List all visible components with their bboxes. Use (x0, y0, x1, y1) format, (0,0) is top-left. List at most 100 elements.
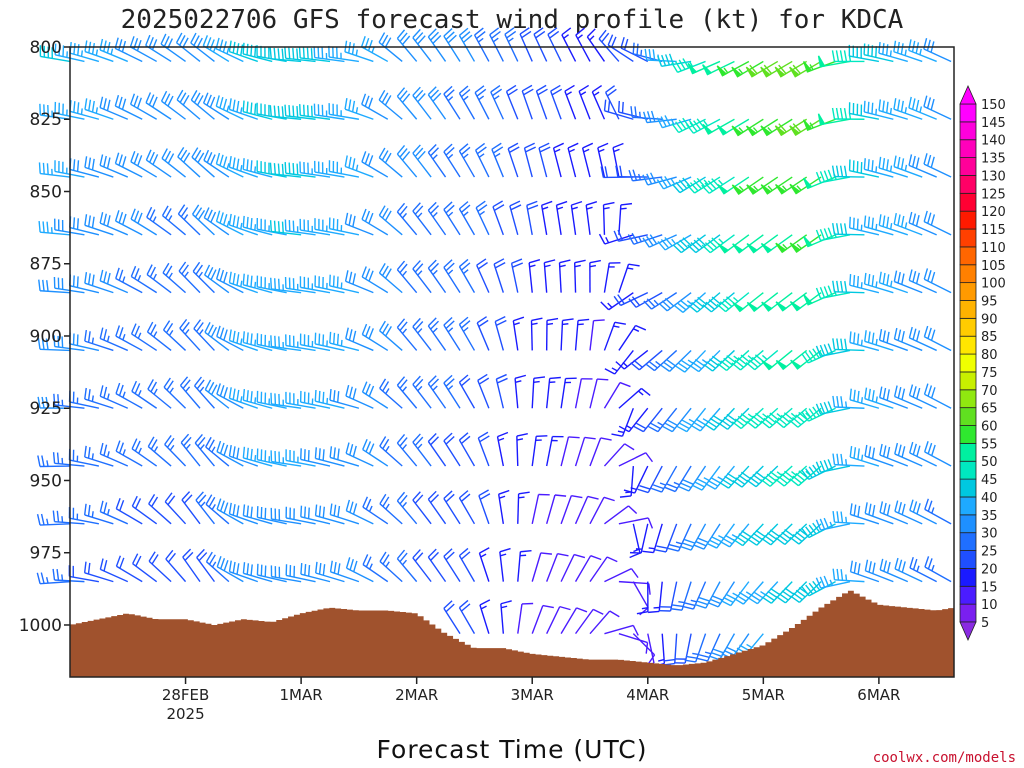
barb-full (657, 55, 663, 67)
barb-full (647, 517, 654, 529)
wind-barb (161, 205, 187, 236)
barb-full (479, 493, 491, 500)
barb-full (396, 549, 406, 560)
wind-barb (315, 561, 345, 583)
barb-full (652, 484, 664, 490)
barb-full (414, 89, 424, 100)
barb-half (574, 264, 581, 268)
barb-full (475, 200, 486, 209)
wind-barb (216, 440, 244, 467)
barb-full (520, 550, 532, 553)
barb-full (114, 152, 120, 164)
barb-pennant (803, 294, 813, 306)
barb-full (361, 381, 368, 393)
wind-barb (611, 407, 634, 437)
colorbar-swatch (959, 139, 977, 158)
barb-full (443, 317, 453, 326)
barb-full (296, 105, 299, 118)
barb-pennant (732, 243, 744, 254)
barb-full (629, 552, 641, 559)
barb-full (835, 107, 840, 120)
barb-full (182, 37, 189, 49)
barb-full (815, 403, 822, 415)
barb-full (412, 491, 421, 501)
barb-full (91, 274, 95, 286)
wind-barb (38, 162, 71, 178)
barb-half (254, 455, 257, 462)
wind-barb (923, 325, 952, 352)
wind-barb (412, 549, 432, 583)
barb-full (84, 387, 87, 400)
barb-staff (242, 53, 273, 63)
barb-full (882, 272, 886, 285)
barb-full (915, 215, 920, 227)
wind-barb (299, 104, 331, 120)
barb-full (284, 47, 287, 59)
barb-full (664, 297, 675, 307)
barb-full (867, 101, 870, 113)
barb-full (792, 475, 802, 484)
barb-full (868, 503, 872, 515)
barb-full (647, 654, 656, 665)
barb-staff (753, 292, 779, 312)
barb-full (916, 387, 921, 399)
wind-barb (815, 401, 851, 415)
colorbar-label: 40 (981, 491, 998, 506)
barb-staff (850, 513, 880, 525)
wind-barb (131, 380, 158, 409)
barb-staff (490, 91, 504, 120)
barb-full (539, 146, 551, 153)
barb-staff (99, 164, 129, 178)
barb-full (819, 518, 826, 530)
barb-full (541, 200, 553, 206)
barb-staff (908, 49, 937, 63)
wind-barb (242, 389, 273, 409)
barb-staff (243, 111, 273, 120)
barb-full (784, 529, 795, 537)
barb-pennant (716, 65, 728, 77)
barb-full (557, 552, 569, 557)
barb-full (365, 441, 372, 453)
barb-full (805, 584, 814, 595)
barb-full (427, 548, 437, 558)
barb-half (199, 444, 205, 450)
barb-full (477, 262, 488, 270)
barb-full (916, 330, 921, 342)
barb-full (179, 318, 188, 329)
barb-staff (396, 442, 418, 467)
barb-full (665, 358, 676, 367)
barb-full (84, 445, 87, 458)
wind-barb (643, 292, 678, 310)
wind-barb (38, 279, 71, 294)
barb-full (222, 156, 228, 168)
barb-full (76, 160, 80, 172)
barb-full (206, 152, 213, 163)
barb-full (91, 216, 95, 228)
barb-full (318, 448, 321, 460)
wind-barb (475, 200, 490, 236)
barb-staff (69, 52, 100, 63)
barb-full (382, 554, 390, 565)
barb-staff (690, 523, 707, 551)
credit-link[interactable]: coolwx.com/models (873, 750, 1016, 766)
barb-full (476, 146, 487, 155)
wind-barb (672, 234, 706, 254)
barb-full (232, 157, 236, 169)
wind-barb (550, 84, 563, 120)
barb-staff (908, 222, 937, 236)
barb-staff (740, 349, 764, 371)
barb-staff (285, 115, 316, 120)
barb-full (650, 110, 656, 122)
barb-full (693, 239, 703, 249)
barb-full (166, 380, 174, 391)
wind-barb (83, 561, 114, 583)
barb-full (574, 259, 586, 264)
barb-staff (132, 563, 158, 583)
barb-full (333, 447, 336, 459)
wind-barb (270, 277, 302, 294)
barb-full (136, 39, 142, 52)
barb-pennant (717, 183, 729, 195)
wind-barb (145, 149, 172, 178)
barb-pennant (745, 125, 758, 137)
barb-half (211, 503, 216, 510)
